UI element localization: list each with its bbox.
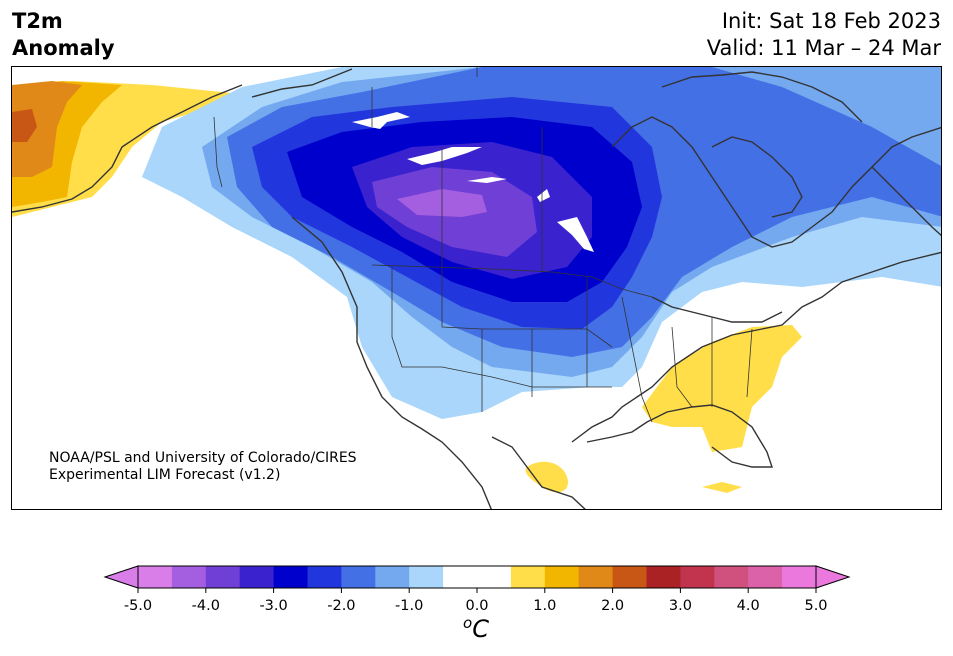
warm-region-cuba <box>702 482 742 493</box>
colorbar-segment <box>443 566 478 588</box>
colorbar-segment <box>205 566 241 588</box>
colorbar-tick-label: -1.0 <box>395 598 424 614</box>
colorbar-segment <box>375 566 410 588</box>
credit-line-2: Experimental LIM Forecast (v1.2) <box>49 467 281 483</box>
colorbar-tick-label: 5.0 <box>804 598 828 614</box>
coastlines <box>12 68 941 509</box>
lake-5 <box>537 189 550 202</box>
colorbar-segment <box>612 566 647 588</box>
colorbar-segment <box>239 566 275 588</box>
colorbar-tick-label: -4.0 <box>191 598 220 614</box>
colorbar-outline <box>137 565 817 589</box>
lake-1 <box>352 112 410 129</box>
data-credit: NOAA/PSL and University of Colorado/CIRE… <box>49 450 357 484</box>
valid-range: Valid: 11 Mar – 24 Mar <box>706 36 941 60</box>
colorbar-tick-label: -5.0 <box>123 598 153 614</box>
colorbar-tick-label: 4.0 <box>736 598 760 614</box>
colorbar-segment <box>578 566 614 588</box>
colorbar-tick-label: 2.0 <box>601 598 625 614</box>
unit-base: C <box>472 615 489 643</box>
map-title: T2m Anomaly <box>12 8 115 62</box>
warm-region-mexico <box>525 461 568 493</box>
colorbar-segment <box>138 566 173 588</box>
colorbar-segment <box>273 566 308 588</box>
lake-3 <box>467 177 507 183</box>
init-date: Init: Sat 18 Feb 2023 <box>721 9 941 33</box>
anomaly-map <box>11 66 942 510</box>
colorbar-segment <box>341 566 376 588</box>
title-line-2: Anomaly <box>12 36 115 60</box>
colorbar-segment <box>307 566 342 588</box>
colorbar-segment <box>782 566 817 588</box>
colorbar-tick-label: 1.0 <box>533 598 557 614</box>
warm-region-southeast <box>642 325 802 452</box>
title-line-1: T2m <box>12 9 63 33</box>
lake-2 <box>407 147 482 165</box>
colorbar-segment <box>171 566 207 588</box>
lake-4 <box>557 217 594 252</box>
forecast-dates: Init: Sat 18 Feb 2023 Valid: 11 Mar – 24… <box>707 8 941 62</box>
colorbar-tick-label: 0.0 <box>465 598 489 614</box>
credit-line-1: NOAA/PSL and University of Colorado/CIRE… <box>49 450 357 466</box>
warm-region-alaska-4 <box>12 109 37 142</box>
colorbar-tick-label: -3.0 <box>259 598 288 614</box>
map-svg <box>12 67 941 509</box>
colorbar-segment <box>714 566 749 588</box>
colorbar-segment <box>544 566 580 588</box>
colorbar-tick-label: -2.0 <box>327 598 356 614</box>
unit-degree-symbol: o <box>463 614 473 632</box>
colorbar-segment <box>646 566 681 588</box>
unit-label: oC <box>463 614 489 643</box>
colorbar-under-arrow <box>103 565 139 589</box>
political-borders <box>213 67 753 423</box>
colorbar-segment <box>680 566 715 588</box>
colorbar-tick-label: 3.0 <box>668 598 692 614</box>
colorbar-segment <box>510 566 546 588</box>
warm-region-alaska-3 <box>12 81 82 177</box>
colorbar-segment <box>409 566 444 588</box>
colorbar-segment <box>748 566 783 588</box>
colorbar-ticks <box>137 588 817 593</box>
colorbar-segment <box>477 566 512 588</box>
colorbar-segments <box>138 566 817 588</box>
colorbar-over-arrow <box>815 565 851 589</box>
